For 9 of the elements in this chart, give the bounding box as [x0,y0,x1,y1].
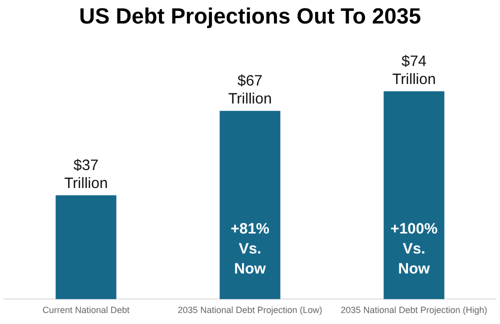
x-tick-label: 2035 National Debt Projection (High) [340,305,488,316]
data-label: $37 Trillion [64,156,108,192]
annotation: +81% Vs. Now [230,220,270,278]
chart-title: US Debt Projections Out To 2035 [79,3,421,28]
data-label: $74 Trillion [392,52,436,88]
annotation: +100% Vs. Now [390,220,438,278]
x-tick-label: Current National Debt [42,305,130,316]
x-tick-label: 2035 National Debt Projection (Low) [178,305,322,316]
data-label: $67 Trillion [228,72,272,108]
